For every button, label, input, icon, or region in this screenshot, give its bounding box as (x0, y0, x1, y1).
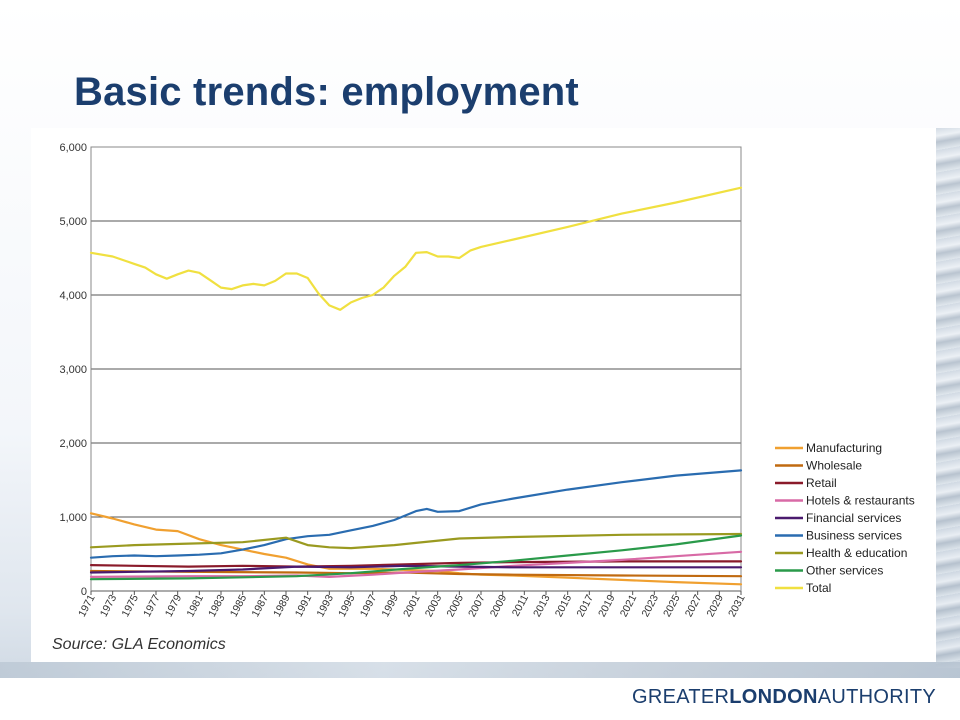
y-tick-label: 0 (81, 586, 87, 598)
x-tick-label: 2001 (401, 593, 423, 619)
legend-label: Business services (806, 529, 902, 543)
legend-label: Total (806, 581, 831, 595)
background-decoration-bottom (0, 662, 960, 680)
x-tick-label: 1983 (206, 593, 228, 619)
x-tick-label: 2009 (488, 593, 510, 619)
legend-label: Financial services (806, 511, 901, 525)
x-tick-label: 2029 (704, 593, 726, 619)
y-tick-label: 4,000 (59, 290, 87, 302)
x-tick-label: 2011 (510, 593, 531, 619)
y-tick-label: 3,000 (59, 364, 87, 376)
x-tick-label: 1977 (141, 593, 163, 619)
footer-bar (0, 678, 960, 720)
x-tick-label: 1989 (271, 593, 293, 619)
y-tick-label: 1,000 (59, 512, 87, 524)
series-line-business-services (89, 469, 743, 559)
x-tick-label: 2005 (444, 593, 466, 619)
gla-logo: GREATERLONDONAUTHORITY (632, 686, 936, 709)
background-decoration-right (936, 128, 960, 668)
x-tick-label: 1979 (163, 593, 185, 619)
slide-title: Basic trends: employment (74, 70, 579, 114)
source-note: Source: GLA Economics (52, 636, 226, 653)
x-tick-label: 1985 (228, 593, 250, 619)
y-tick-label: 6,000 (59, 142, 87, 154)
x-tick-label: 2021 (618, 593, 640, 619)
series-line-total (89, 186, 743, 311)
logo-london: LONDON (729, 686, 818, 708)
x-tick-label: 2017 (574, 593, 596, 619)
x-tick-label: 1999 (379, 593, 401, 619)
logo-greater: GREATER (631, 686, 730, 708)
x-tick-label: 2027 (683, 593, 705, 619)
series-line-other-services (89, 534, 743, 581)
x-tick-label: 1997 (358, 593, 380, 619)
x-tick-label: 1991 (293, 593, 315, 619)
y-tick-label: 2,000 (59, 438, 87, 450)
x-tick-label: 2015 (553, 593, 575, 619)
x-tick-label: 2023 (639, 593, 661, 619)
x-tick-label: 1987 (249, 593, 271, 619)
x-tick-label: 1971 (76, 593, 98, 619)
x-tick-label: 2013 (531, 593, 553, 619)
x-tick-label: 1993 (314, 593, 336, 619)
x-tick-label: 2025 (661, 593, 683, 619)
legend-label: Hotels & restaurants (806, 494, 915, 508)
series-line-retail (89, 560, 743, 568)
legend-label: Other services (806, 564, 883, 578)
legend-label: Health & education (806, 546, 907, 560)
legend-label: Manufacturing (806, 441, 882, 455)
x-tick-label: 2019 (596, 593, 618, 619)
x-tick-label: 2007 (466, 593, 488, 619)
x-tick-label: 2031 (726, 593, 748, 619)
legend-label: Wholesale (806, 459, 862, 473)
x-tick-label: 1973 (98, 593, 120, 619)
x-tick-label: 1975 (119, 593, 141, 619)
x-tick-label: 1981 (184, 593, 206, 619)
series-line-financial-services (89, 564, 743, 574)
chart-panel: 0 1,000 2,000 3,000 4,000 5,000 6,000 1971 1973 1… (31, 128, 936, 662)
x-tick-label: 1995 (336, 593, 358, 619)
series-line-health-education (89, 532, 743, 550)
legend-label: Retail (806, 476, 837, 490)
logo-authority: AUTHORITY (817, 686, 936, 708)
x-tick-label: 2003 (423, 593, 445, 619)
y-tick-label: 5,000 (59, 216, 87, 228)
